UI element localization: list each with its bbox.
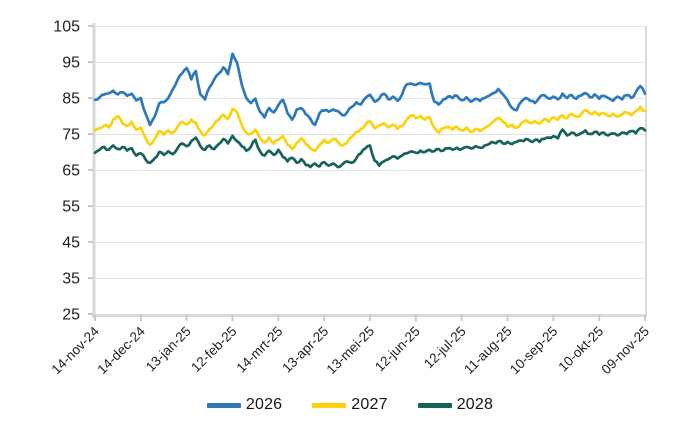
x-tick-label: 13-jan-25: [143, 324, 194, 375]
x-tick-label: 10-sep-25: [507, 324, 561, 378]
y-tick-label: 55: [62, 199, 80, 216]
series-line-2027: [93, 105, 647, 152]
series-line-2028: [93, 126, 647, 169]
legend-item-2027: 2027: [312, 396, 388, 414]
x-tick-label: 12-jul-25: [421, 324, 469, 372]
x-tick-label: 13-mei-25: [324, 324, 378, 378]
y-tick-label: 105: [53, 19, 80, 36]
legend-label-2027: 2027: [351, 396, 388, 413]
x-tick-label: 11-aug-25: [461, 324, 514, 377]
x-tick-label: 14-mrt-25: [233, 324, 285, 376]
y-tick-label: 35: [62, 271, 80, 288]
legend-label-2028: 2028: [456, 396, 494, 413]
legend-item-2028: 2028: [417, 396, 494, 414]
legend-swatch-2027: [312, 402, 347, 408]
y-tick-label: 25: [62, 307, 80, 324]
legend-swatch-2026: [206, 402, 241, 408]
x-tick-label: 12-jun-25: [372, 324, 423, 375]
y-tick-label: 45: [62, 235, 80, 252]
x-tick-label: 09-nov-25: [599, 324, 653, 378]
y-tick-label: 85: [62, 91, 80, 108]
x-tick-label: 14-dec-24: [94, 323, 148, 377]
legend-item-2026: 2026: [206, 396, 283, 414]
legend-label-2026: 2026: [245, 396, 283, 413]
y-tick-label: 65: [62, 163, 80, 180]
y-tick-label: 75: [62, 127, 80, 144]
x-tick-label: 14-nov-24: [49, 323, 103, 377]
legend-swatch-2028: [417, 402, 452, 408]
chart-legend: 2026 2027 2028: [0, 396, 700, 414]
x-tick-label: 12-feb-25: [188, 324, 239, 375]
y-tick-label: 95: [62, 55, 80, 72]
series-line-2026: [93, 52, 647, 127]
